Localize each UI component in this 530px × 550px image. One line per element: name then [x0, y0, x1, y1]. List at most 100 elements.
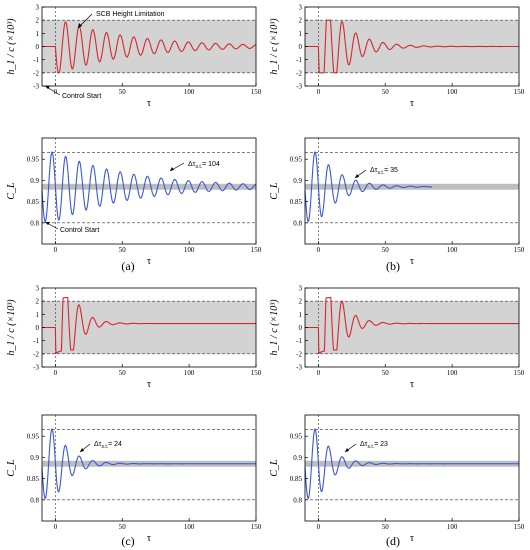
lift-series-line — [304, 151, 433, 223]
x-tick-label: 50 — [382, 246, 390, 254]
y-tick-label: -1 — [33, 56, 39, 64]
x-axis-title: τ — [147, 98, 151, 109]
delta-subscript-c: s.t. — [101, 444, 108, 450]
y-tick-label: 0.95 — [27, 433, 40, 441]
x-tick-label: 150 — [514, 246, 525, 254]
y-tick-label: 3 — [36, 4, 40, 12]
x-tick-label: 150 — [514, 369, 525, 377]
panel-label-b: (b) — [386, 259, 400, 273]
y-axis-title: h_1 / c (×10³) — [269, 18, 280, 75]
y-axis-title: C_L — [269, 182, 280, 200]
chart-a-bottom: 0 50 100 150 0.8 0.85 0.9 0.95 τ C_L — [6, 137, 262, 267]
axes-frame — [41, 137, 257, 245]
y-tick-label: 2 — [36, 298, 40, 306]
x-tick-label: 100 — [447, 523, 458, 531]
x-tick-label: 150 — [251, 369, 262, 377]
x-tick-label: 0 — [54, 523, 58, 531]
y-tick-label: 0 — [299, 324, 303, 332]
shaded-band — [42, 183, 256, 190]
y-tick-label: -1 — [296, 56, 302, 64]
y-tick-label: 0.85 — [27, 475, 40, 483]
y-tick-label: -3 — [296, 364, 302, 372]
x-tick-label: 100 — [184, 88, 195, 96]
annotation-scb-limit: SCB Height Limitation — [77, 11, 165, 29]
control-series-line — [42, 296, 256, 355]
x-tick-label: 0 — [317, 523, 321, 531]
panel-label-c: (c) — [121, 534, 134, 548]
delta-subscript-d: s.t. — [367, 444, 374, 450]
y-tick-label: 3 — [299, 285, 303, 293]
delta-value-b: = 35 — [384, 167, 398, 174]
control-series-line — [42, 21, 257, 74]
y-tick-label: -2 — [33, 350, 39, 358]
x-tick-label: 100 — [184, 246, 195, 254]
delta-symbol-b: Δτ — [370, 167, 378, 174]
y-tick-label: 1 — [36, 311, 40, 319]
delta-symbol-d: Δτ — [360, 441, 368, 448]
y-tick-label: 3 — [36, 285, 40, 293]
x-tick-label: 150 — [251, 88, 262, 96]
chart-c-top: 0 50 100 150 -3 -2 -1 0 1 2 3 τ h_1 / c (×10³) — [6, 285, 262, 391]
y-axis-title: C_L — [6, 182, 17, 200]
scb-limit-label: SCB Height Limitation — [96, 11, 165, 18]
x-tick-label: 50 — [119, 369, 127, 377]
y-tick-label: 0.8 — [293, 219, 302, 227]
axes-frame — [304, 137, 520, 245]
x-tick-label: 50 — [119, 246, 127, 254]
y-tick-label: -3 — [296, 83, 302, 91]
y-tick-label: -2 — [33, 69, 39, 77]
y-tick-label: 0.8 — [293, 496, 302, 504]
x-tick-label: 150 — [251, 523, 262, 531]
y-tick-label: 0.95 — [27, 156, 40, 164]
y-tick-label: 0.8 — [30, 496, 39, 504]
y-tick-label: -3 — [33, 364, 39, 372]
x-tick-label: 150 — [514, 523, 525, 531]
x-tick-label: 150 — [251, 246, 262, 254]
x-tick-label: 0 — [54, 246, 58, 254]
x-axis-title: τ — [147, 256, 151, 267]
control-start-label-bottom: Control Start — [60, 227, 99, 234]
y-tick-label: -2 — [296, 69, 302, 77]
y-tick-label: -1 — [296, 337, 302, 345]
y-tick-label: 2 — [299, 17, 303, 25]
x-tick-label: 50 — [119, 88, 127, 96]
x-tick-label: 100 — [447, 246, 458, 254]
y-tick-label: 1 — [299, 30, 303, 38]
annotation-delta-d: Δτs.t.= 23 — [344, 441, 388, 453]
y-axis-title: C_L — [269, 459, 280, 477]
y-tick-label: 0.95 — [290, 156, 303, 164]
svg-text:Δτs.t.= 104: Δτs.t.= 104 — [188, 161, 220, 170]
y-tick-label: 1 — [36, 30, 40, 38]
x-tick-label: 50 — [382, 523, 390, 531]
axes-frame — [304, 414, 520, 522]
annotation-control-start-bottom: Control Start — [44, 221, 99, 234]
y-tick-label: 0 — [36, 324, 40, 332]
x-tick-label: 0 — [317, 246, 321, 254]
y-tick-label: 2 — [299, 298, 303, 306]
delta-symbol-a: Δτ — [188, 161, 196, 168]
x-tick-label: 0 — [317, 369, 321, 377]
chart-c-bottom: 0 50 100 150 0.8 0.85 0.9 0.95 τ C_L — [6, 414, 262, 544]
x-tick-label: 100 — [184, 523, 195, 531]
y-tick-label: 0.85 — [290, 475, 303, 483]
control-start-label-top: Control Start — [62, 93, 101, 100]
delta-value-a: = 104 — [202, 161, 220, 168]
svg-text:Δτs.t.= 24: Δτs.t.= 24 — [94, 441, 122, 450]
x-tick-label: 150 — [514, 88, 525, 96]
x-tick-label: 50 — [119, 523, 127, 531]
y-axis-title: C_L — [6, 459, 17, 477]
delta-subscript-b: s.t. — [377, 170, 384, 176]
y-tick-label: 1 — [299, 311, 303, 319]
x-axis-title: τ — [147, 379, 151, 390]
y-tick-label: 0 — [36, 43, 40, 51]
x-tick-label: 0 — [54, 369, 58, 377]
y-tick-label: 0 — [299, 43, 303, 51]
y-tick-label: 0.85 — [27, 198, 40, 206]
y-tick-label: 0.9 — [30, 454, 39, 462]
chart-b-bottom: 0 50 100 150 0.8 0.85 0.9 0.95 τ C_L — [269, 137, 525, 267]
y-axis-title: h_1 / c (×10³) — [269, 299, 280, 356]
x-tick-label: 100 — [447, 88, 458, 96]
y-tick-label: 2 — [36, 17, 40, 25]
